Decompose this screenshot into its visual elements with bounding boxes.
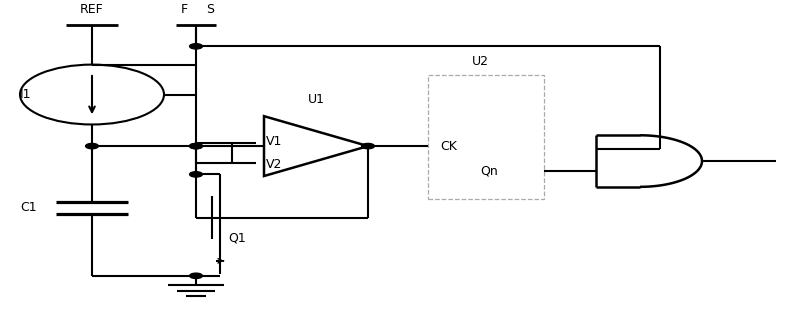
Text: Q1: Q1 (228, 231, 246, 244)
Text: U1: U1 (307, 93, 325, 106)
Circle shape (190, 172, 202, 177)
Circle shape (190, 273, 202, 279)
Circle shape (190, 44, 202, 49)
Text: V2: V2 (266, 158, 282, 171)
Circle shape (190, 143, 202, 149)
Circle shape (86, 143, 98, 149)
Text: CK: CK (440, 140, 457, 153)
Circle shape (362, 143, 374, 149)
Text: Qn: Qn (480, 165, 498, 178)
Text: V1: V1 (266, 135, 282, 148)
Bar (428, 74, 544, 199)
Circle shape (190, 143, 202, 149)
Text: S: S (206, 3, 214, 16)
Text: REF: REF (80, 3, 104, 16)
Text: I1: I1 (20, 88, 31, 101)
Text: U2: U2 (472, 55, 489, 68)
Text: F: F (181, 3, 187, 16)
Text: C1: C1 (20, 201, 37, 214)
